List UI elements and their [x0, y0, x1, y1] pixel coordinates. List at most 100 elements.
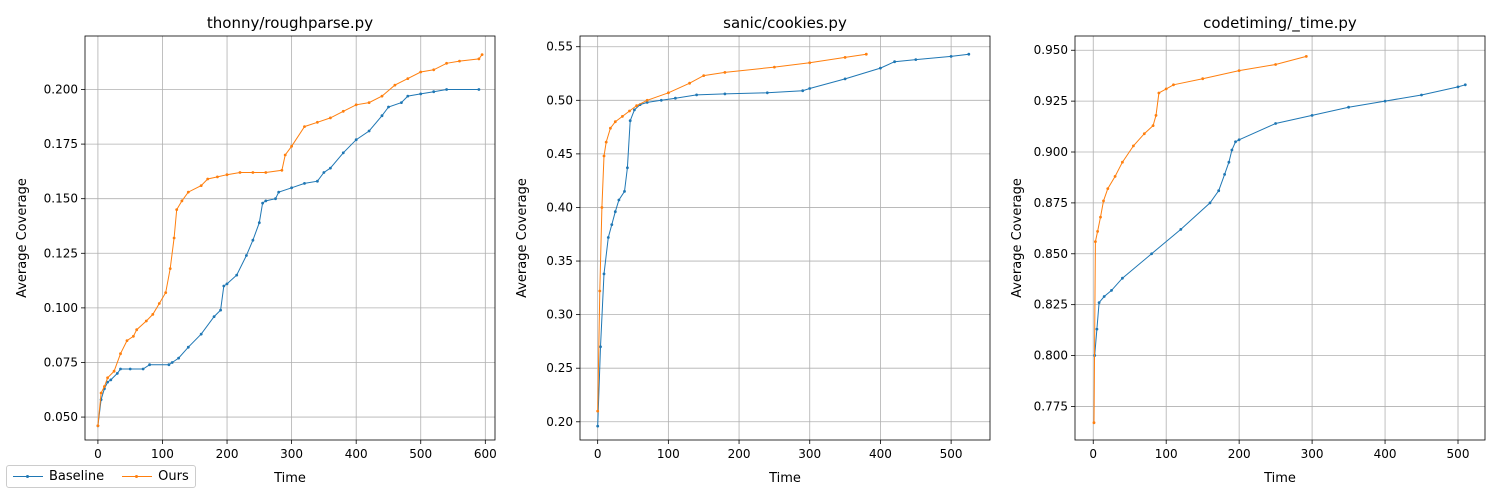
data-point-ours	[175, 208, 179, 212]
data-point-baseline	[1102, 295, 1106, 298]
y-tick-label: 0.850	[1034, 247, 1068, 261]
data-point-ours	[773, 65, 776, 69]
data-point-baseline	[617, 198, 621, 202]
data-point-baseline	[695, 93, 698, 97]
data-point-ours	[103, 385, 106, 388]
data-point-ours	[106, 376, 109, 380]
data-point-baseline	[316, 179, 319, 183]
data-point-ours	[251, 171, 255, 174]
y-tick-label: 0.175	[44, 137, 78, 151]
data-point-baseline	[1150, 252, 1153, 256]
data-point-baseline	[1179, 228, 1183, 231]
data-point-ours	[600, 206, 604, 209]
data-point-baseline	[109, 378, 113, 382]
y-tick-label: 0.100	[44, 301, 78, 315]
legend-label-baseline: Baseline	[49, 469, 105, 484]
data-point-baseline	[1310, 114, 1314, 117]
data-point-ours	[1092, 421, 1096, 425]
chart-panel-1: 0 100 200 300 400 500 600 0.050 0.075 0.100 0.125 0…	[15, 14, 497, 486]
series-line-baseline	[597, 53, 969, 427]
data-point-baseline	[1237, 138, 1241, 142]
y-tick-label: 0.150	[44, 192, 78, 206]
data-point-ours	[393, 83, 397, 87]
data-point-ours	[283, 153, 287, 157]
data-point-baseline	[367, 129, 371, 133]
data-point-ours	[723, 71, 727, 74]
y-tick-label: 0.30	[546, 308, 573, 322]
data-point-ours	[135, 328, 139, 332]
series-line-baseline	[1094, 84, 1466, 356]
x-tick-label: 400	[345, 447, 368, 461]
data-point-baseline	[801, 89, 805, 93]
data-point-ours	[96, 424, 100, 428]
data-point-ours	[667, 91, 670, 95]
data-point-ours	[602, 154, 606, 158]
data-point-baseline	[765, 91, 769, 95]
y-axis-label: Average Coverage	[515, 178, 530, 298]
x-tick-label: 100	[1155, 447, 1178, 461]
data-point-ours	[458, 59, 461, 63]
data-point-baseline	[626, 166, 629, 170]
data-point-baseline	[235, 273, 239, 277]
data-point-ours	[112, 369, 116, 373]
data-point-baseline	[148, 363, 152, 367]
x-tick-label: 600	[474, 447, 497, 461]
data-point-ours	[419, 70, 423, 74]
data-point-ours	[1157, 91, 1161, 95]
chart-title: sanic/cookies.py	[723, 14, 847, 32]
data-point-ours	[635, 104, 638, 108]
data-point-baseline	[170, 361, 174, 364]
x-tick-label: 100	[657, 447, 680, 461]
data-point-baseline	[623, 190, 626, 193]
x-tick-label: 400	[869, 447, 892, 461]
data-point-baseline	[723, 92, 727, 96]
data-point-ours	[206, 177, 210, 181]
data-point-baseline	[290, 186, 293, 190]
data-point-baseline	[1420, 93, 1423, 97]
data-point-ours	[238, 171, 242, 174]
data-point-ours	[172, 236, 176, 240]
y-tick-label: 0.40	[546, 200, 573, 214]
x-tick-label: 200	[216, 447, 239, 461]
data-point-ours	[432, 68, 436, 72]
data-point-ours	[1102, 199, 1105, 203]
data-point-baseline	[674, 96, 677, 100]
data-point-ours	[303, 125, 306, 128]
data-point-baseline	[949, 55, 953, 58]
data-point-baseline	[477, 88, 481, 91]
data-point-baseline	[633, 108, 636, 112]
data-point-baseline	[222, 284, 226, 288]
legend-swatch-ours	[122, 472, 153, 482]
data-point-baseline	[354, 138, 358, 142]
data-point-baseline	[967, 52, 971, 56]
data-point-baseline	[1208, 201, 1212, 205]
data-point-ours	[316, 120, 319, 124]
data-point-baseline	[1223, 173, 1226, 176]
data-point-baseline	[1097, 301, 1101, 304]
data-point-baseline	[843, 77, 847, 81]
data-point-ours	[225, 173, 229, 177]
x-tick-label: 300	[1301, 447, 1324, 461]
data-point-ours	[1099, 215, 1102, 219]
x-tick-label: 0	[94, 447, 102, 461]
data-point-ours	[132, 334, 135, 338]
data-point-ours	[445, 61, 448, 65]
data-point-baseline	[264, 199, 268, 203]
data-point-baseline	[115, 372, 119, 375]
data-point-baseline	[380, 114, 384, 118]
data-point-baseline	[277, 190, 281, 194]
data-point-baseline	[1227, 160, 1231, 164]
x-tick-label: 0	[1089, 447, 1097, 461]
data-point-ours	[180, 199, 184, 203]
data-point-ours	[613, 120, 617, 124]
data-point-ours	[1201, 77, 1205, 81]
data-point-baseline	[432, 90, 436, 94]
data-point-ours	[596, 409, 600, 413]
data-point-baseline	[119, 367, 122, 371]
data-point-baseline	[1230, 148, 1234, 152]
data-point-baseline	[879, 66, 882, 70]
data-point-ours	[367, 101, 371, 104]
data-point-ours	[628, 109, 631, 113]
data-point-baseline	[1456, 85, 1460, 89]
data-point-baseline	[645, 101, 649, 104]
